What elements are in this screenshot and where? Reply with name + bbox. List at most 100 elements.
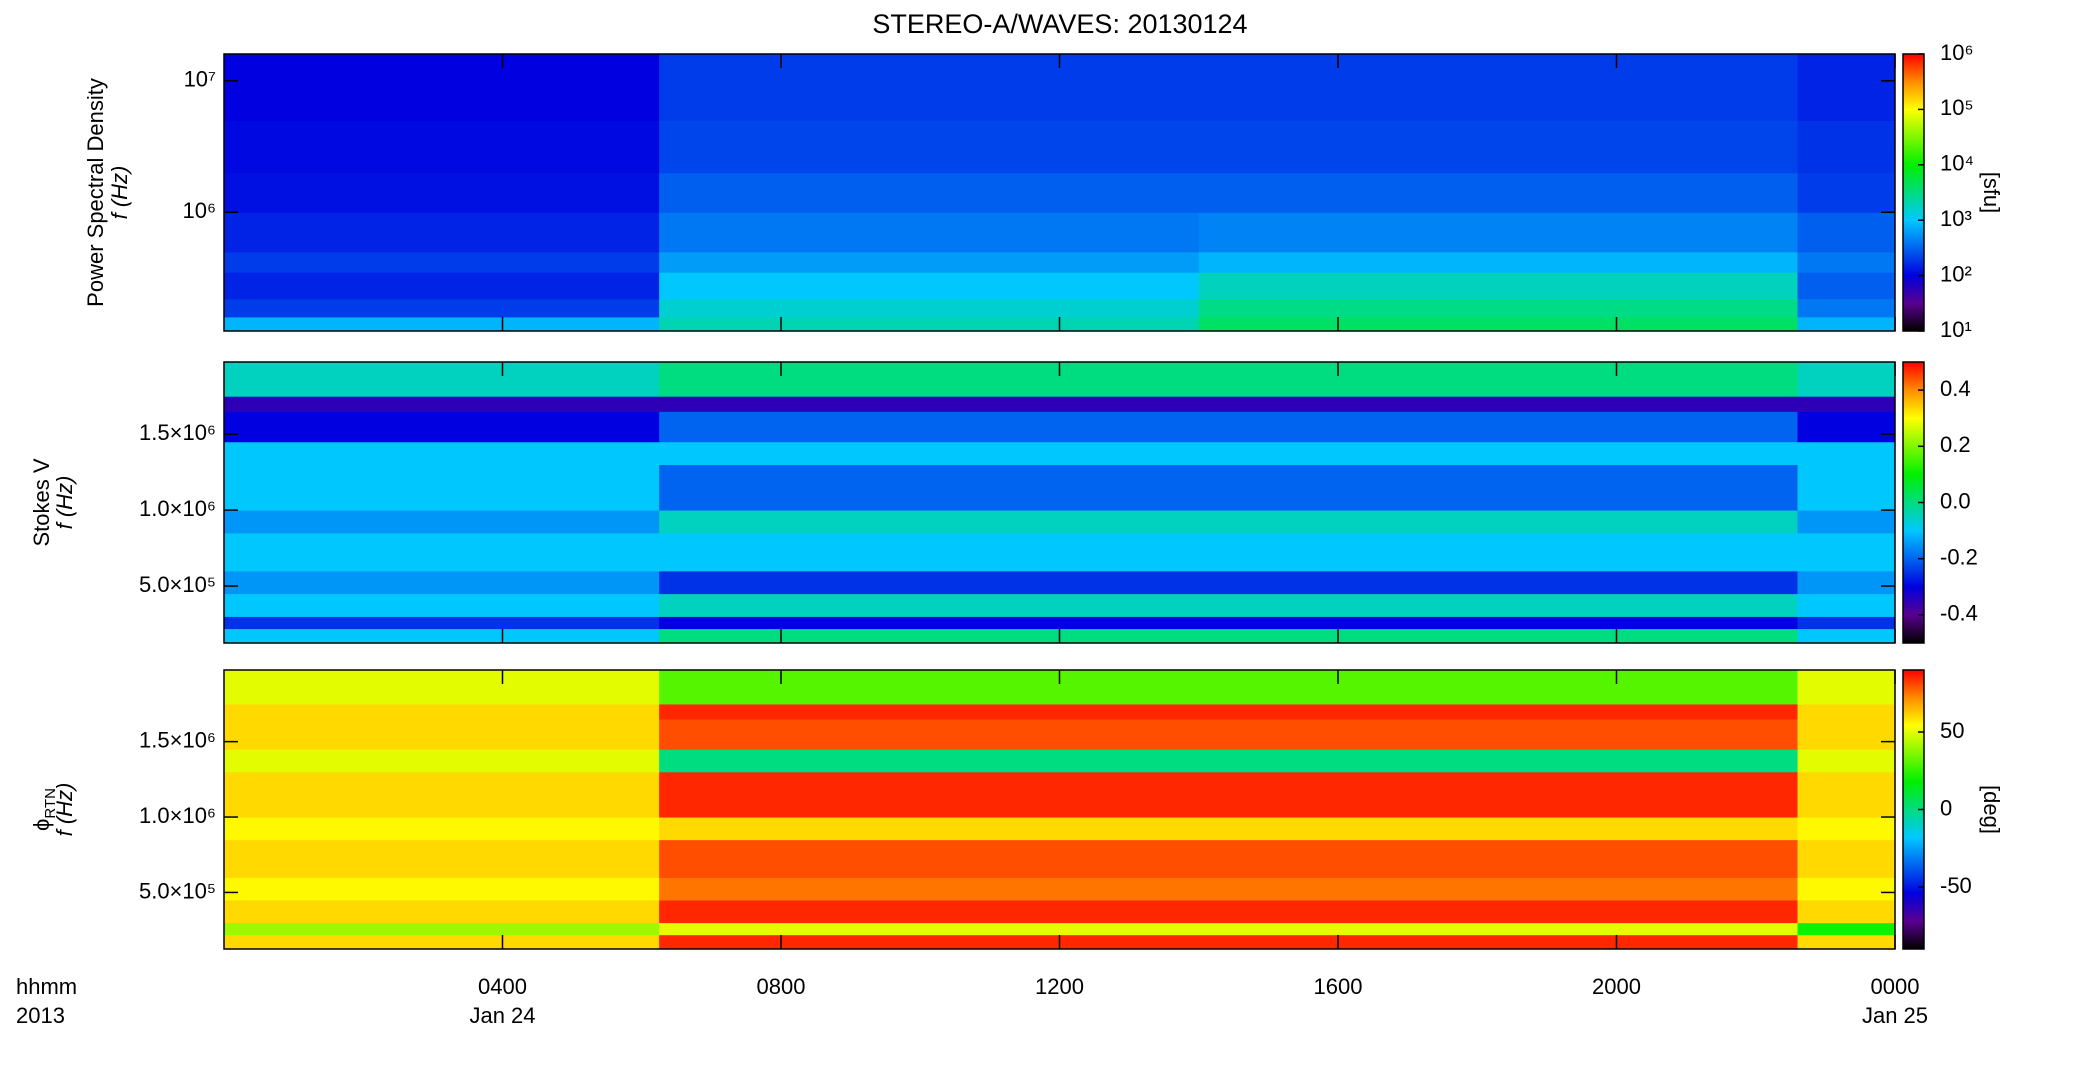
spectrogram-cell (659, 616, 1799, 630)
spectrogram-cell (659, 316, 1200, 332)
x-tick-label: 0800 (757, 974, 806, 999)
spectrogram-cell (659, 464, 1799, 511)
x-tick-label: 0000 (1871, 974, 1920, 999)
spectrogram-cell (224, 934, 660, 950)
colorbar-label: [deg] (1979, 785, 2004, 834)
spectrogram-cell (1797, 396, 1896, 412)
colorbar-tick-label: 0 (1940, 795, 1952, 820)
x-axis-header: hhmm (16, 974, 77, 999)
spectrogram-cell (659, 749, 1799, 773)
spectrogram-cell (224, 172, 660, 213)
spectrogram-cell (224, 316, 660, 332)
spectrogram-cell (1198, 298, 1799, 318)
spectrogram-cell (1797, 411, 1896, 443)
colorbar-tick-label: 10³ (1940, 206, 1972, 231)
spectrogram-cell (224, 362, 660, 397)
spectrogram-cell (224, 532, 660, 572)
colorbar-tick-label: 10² (1940, 261, 1972, 286)
spectrogram-cell (224, 593, 660, 617)
spectrogram-cell (1797, 251, 1896, 273)
spectrogram-cell (1797, 817, 1896, 841)
spectrogram-cell (224, 396, 660, 412)
y-axis-label: Power Spectral Density (83, 78, 108, 307)
spectrogram-cell (1797, 441, 1896, 466)
spectrogram-cell (1797, 749, 1896, 773)
x-tick-label: 0400 (478, 974, 527, 999)
y-tick-label: 5.0×10⁵ (139, 572, 216, 597)
spectrogram-cell (659, 570, 1799, 595)
spectrogram-cell (1198, 251, 1799, 273)
spectrogram-cell (659, 54, 1200, 121)
spectrogram-cell (659, 922, 1799, 936)
spectrogram-cell (224, 719, 660, 750)
spectrogram-cell (659, 670, 1799, 705)
spectrogram-cell (1797, 839, 1896, 878)
spectrogram-cell (659, 411, 1799, 443)
spectrogram-cell (224, 120, 660, 174)
y-tick-label: 1.0×10⁶ (139, 803, 216, 828)
spectrogram-cell (659, 817, 1799, 841)
x-date-label: Jan 25 (1862, 1003, 1928, 1028)
spectrogram-cell (659, 532, 1799, 572)
colorbar-tick-label: 10⁶ (1940, 40, 1974, 65)
spectrogram-cell (224, 298, 660, 318)
spectrogram-cell (1797, 922, 1896, 936)
spectrogram-cell (659, 703, 1799, 720)
spectrogram-cell (659, 362, 1799, 397)
colorbar-label: [sfu] (1979, 172, 2004, 214)
colorbar-tick-label: 0.2 (1940, 432, 1971, 457)
spectrogram-cell (659, 251, 1200, 273)
spectrogram-cell (224, 464, 660, 511)
y-tick-label: 1.0×10⁶ (139, 496, 216, 521)
x-tick-label: 2000 (1592, 974, 1641, 999)
spectrogram-cell (224, 411, 660, 443)
spectrogram-cell (1797, 616, 1896, 630)
spectrogram-cell (659, 771, 1799, 818)
spectrogram-cell (659, 396, 1799, 412)
y-axis-label: f (Hz) (52, 783, 77, 837)
spectrogram-cell (224, 703, 660, 720)
spectrogram-cell (224, 510, 660, 534)
colorbar-tick-label: -50 (1940, 873, 1972, 898)
spectrogram-cell (224, 616, 660, 630)
spectrogram-cell (1797, 272, 1896, 300)
spectrogram-cell (659, 172, 1200, 213)
y-tick-label: 10⁷ (184, 67, 216, 92)
spectrogram-cell (1797, 54, 1896, 121)
spectrogram-cell (224, 670, 660, 705)
spectrogram-cell (1797, 771, 1896, 818)
x-date-label: Jan 24 (469, 1003, 535, 1028)
spectrogram-cell (659, 628, 1799, 644)
spectrogram-cell (1797, 628, 1896, 644)
y-tick-label: 1.5×10⁶ (139, 420, 216, 445)
spectrogram-cell (659, 441, 1799, 466)
spectrogram-cell (1198, 316, 1799, 332)
spectrogram-cell (1797, 298, 1896, 318)
spectrogram-cell (1797, 464, 1896, 511)
spectrogram-cell (659, 272, 1200, 300)
spectrogram-cell (1198, 272, 1799, 300)
spectrogram-cell (659, 839, 1799, 878)
spectrogram-cell (1198, 212, 1799, 253)
spectrogram-cell (1797, 362, 1896, 397)
y-tick-label: 10⁶ (182, 198, 216, 223)
spectrogram-cell (1797, 934, 1896, 950)
colorbar-tick-label: 10⁴ (1940, 151, 1974, 176)
colorbar-tick-label: 10¹ (1940, 317, 1972, 342)
spectrogram-cell (1797, 532, 1896, 572)
spectrogram-cell (224, 877, 660, 901)
spectrogram-cell (659, 212, 1200, 253)
spectrogram-cell (1797, 172, 1896, 213)
colorbar-tick-label: -0.2 (1940, 545, 1978, 570)
spectrogram-cell (224, 54, 660, 121)
y-axis-label: f (Hz) (52, 476, 77, 530)
spectrogram-cell (224, 251, 660, 273)
colorbar (1902, 53, 1925, 332)
spectrogram-cell (1797, 120, 1896, 174)
spectrogram-cell (224, 749, 660, 773)
spectrogram-cell (1797, 593, 1896, 617)
spectrogram-cell (1797, 877, 1896, 901)
spectrogram-cell (1797, 510, 1896, 534)
spectrogram-cell (1198, 120, 1799, 174)
